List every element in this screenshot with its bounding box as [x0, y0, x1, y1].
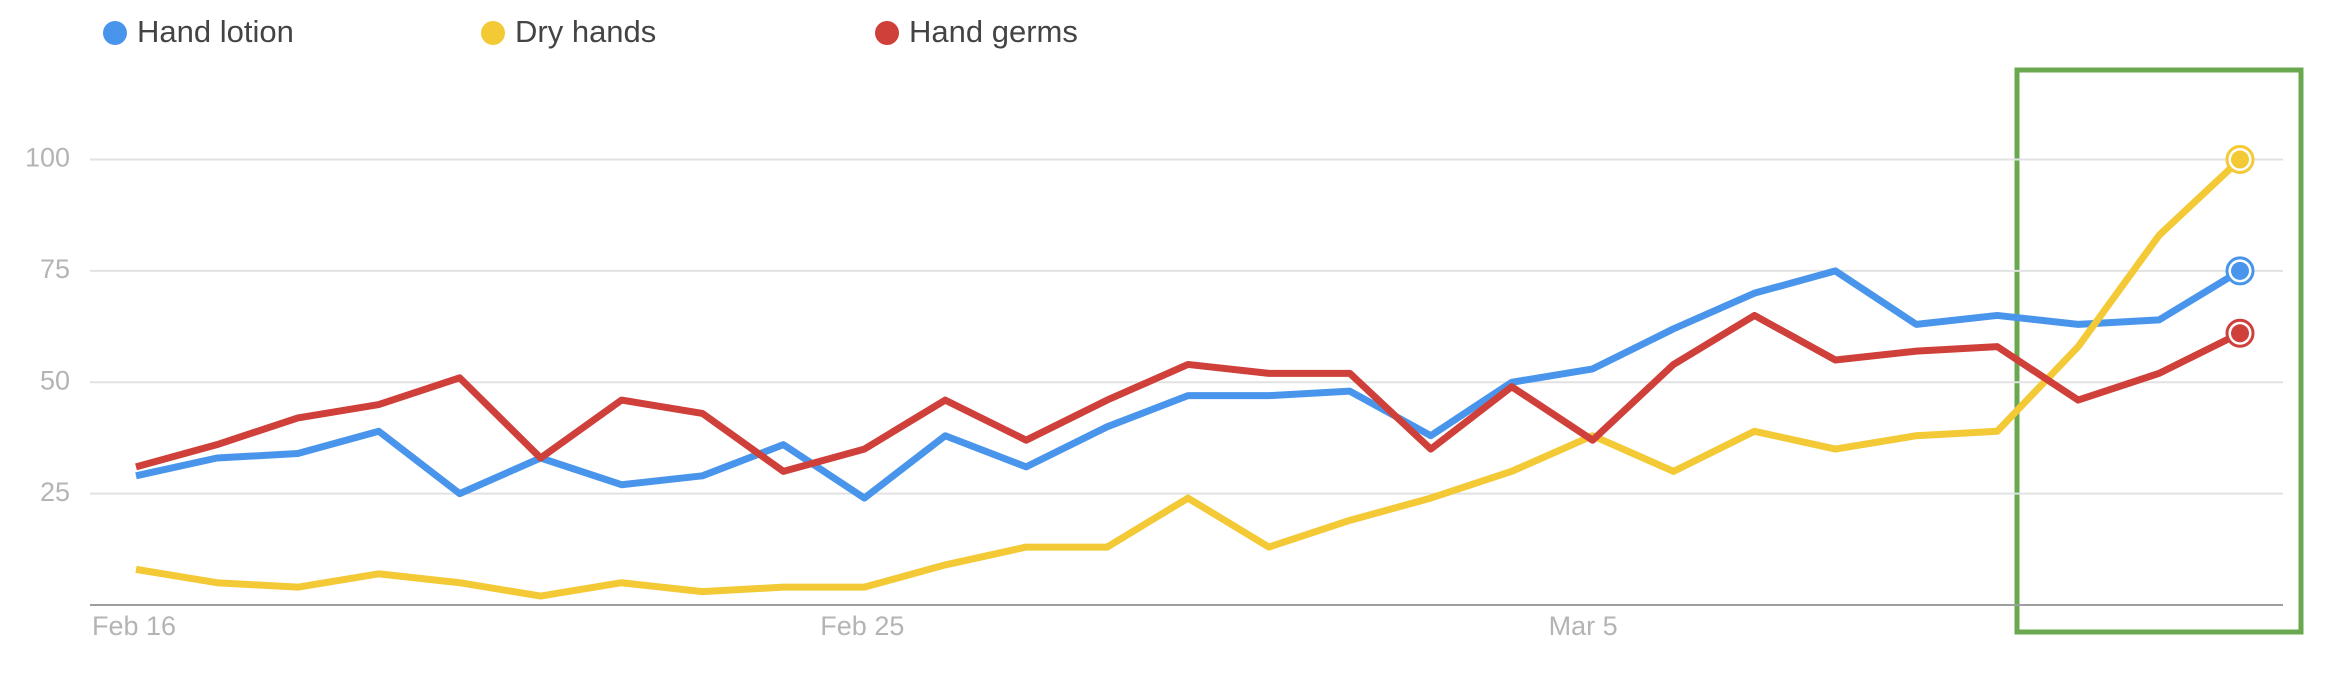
- legend-dot: [103, 21, 127, 45]
- end-marker: [2231, 324, 2249, 343]
- highlight-box: [2014, 67, 2304, 635]
- y-tick-label: 100: [25, 143, 70, 173]
- series-line: [135, 267, 2242, 502]
- y-tick-label: 75: [40, 254, 70, 284]
- y-tick-label: 50: [40, 365, 70, 395]
- series-line: [135, 311, 2242, 475]
- legend-label: Hand lotion: [137, 14, 294, 49]
- legend-label: Hand germs: [909, 14, 1078, 49]
- y-tick-label: 25: [40, 477, 70, 507]
- x-tick-label: Feb 16: [92, 611, 176, 641]
- legend-label: Dry hands: [515, 14, 656, 49]
- end-marker: [2231, 150, 2249, 169]
- x-tick-label: Mar 5: [1549, 611, 1618, 641]
- legend-dot: [481, 21, 505, 45]
- x-tick-label: Feb 25: [820, 611, 904, 641]
- legend-dot: [875, 21, 899, 45]
- end-marker: [2231, 261, 2249, 280]
- series-line: [135, 156, 2243, 600]
